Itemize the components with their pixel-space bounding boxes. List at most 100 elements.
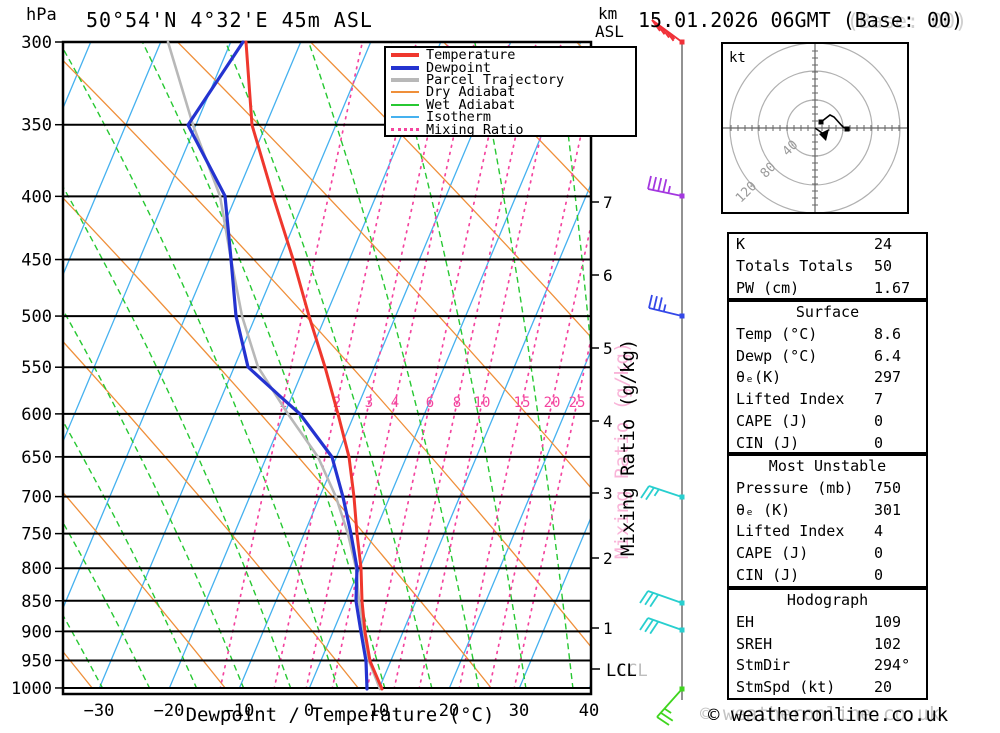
- mixing-ratio-line: [513, 335, 591, 689]
- mixing-ratio-line: [273, 42, 418, 689]
- wet-adiabat-line: [224, 42, 433, 689]
- pressure-tick-label: 400: [21, 187, 52, 207]
- legend-item: Isotherm: [386, 110, 635, 124]
- mixing-ratio-line: [488, 221, 591, 689]
- legend-item-label: Dry Adiabat: [426, 84, 516, 101]
- table-row: CAPE (J) 0: [729, 543, 926, 565]
- table-row-value: 0: [874, 433, 884, 452]
- wind-barb-tick: [639, 617, 649, 631]
- wind-barb-tick: [645, 487, 655, 501]
- temp-tick-label: 10: [369, 701, 389, 721]
- wind-barb: [651, 19, 685, 45]
- mixing-ratio-line: [305, 42, 450, 689]
- wind-barb-tick: [653, 295, 658, 310]
- run-datetime: 15.01.2026 06GMT: [638, 8, 843, 32]
- wind-barb-tick: [652, 176, 657, 191]
- table-section: Surface Temp (°C) 8.6 Dewp (°C) 6.4 θₑ(K) 297 L…: [727, 300, 928, 454]
- legend-item-label: Temperature: [426, 47, 516, 64]
- table-row-label: StmSpd (kt): [736, 678, 836, 697]
- run-base: (Base: 00): [842, 8, 964, 32]
- table-row: CIN (J) 0: [729, 433, 926, 455]
- wind-barb-tick: [649, 621, 659, 635]
- temp-tick-label: −30: [84, 701, 115, 721]
- pressure-tick-label: 950: [21, 651, 52, 671]
- legend-item-label: Wet Adiabat: [426, 96, 516, 113]
- wind-barb: [656, 686, 685, 726]
- table-row-value: 0: [874, 544, 884, 563]
- legend-line-sample: [391, 128, 419, 132]
- table-row-value: 7: [874, 390, 884, 409]
- pressure-tick-label: 450: [21, 251, 52, 271]
- table-row-label: EH: [736, 612, 755, 631]
- legend-item: Temperature: [386, 47, 635, 64]
- table-section: Hodograph EH 109 SREH 102 StmDir 294° StmSpd (k…: [727, 588, 928, 700]
- table-row-label: θₑ (K): [736, 500, 791, 519]
- dry-adiabat-line: [63, 340, 360, 689]
- table-section: K 24 Totals Totals 50 PW (cm) 1.67: [727, 232, 928, 300]
- table-row: Lifted Index 7: [729, 389, 926, 411]
- table-row-value: 4: [874, 522, 884, 541]
- parcel-trajectory-curve: [166, 40, 382, 691]
- table-row: θₑ(K) 297: [729, 367, 926, 389]
- mixing-ratio-line: [458, 85, 591, 689]
- table-row-label: Totals Totals: [736, 256, 854, 275]
- table-row-label: Dewp (°C): [736, 346, 818, 365]
- table-row-value: 24: [874, 235, 893, 253]
- table-row-label: Temp (°C): [736, 324, 818, 343]
- wind-barb-tick: [639, 590, 649, 604]
- wind-barb-tick: [657, 177, 663, 192]
- table-row-value: 294°: [874, 656, 911, 675]
- legend-item: Parcel Trajectory: [386, 71, 635, 88]
- table-row-label: Pressure (mb): [736, 478, 854, 497]
- legend-item-label: Mixing Ratio: [426, 121, 524, 138]
- wind-barb: [639, 590, 685, 608]
- mixing-ratio-line: [418, 42, 563, 689]
- table-row-value: 750: [874, 478, 902, 497]
- table-row-label: CAPE (J): [736, 411, 809, 430]
- km-tick-label: 5: [603, 339, 613, 358]
- legend-line-sample: [391, 103, 419, 106]
- pressure-tick-label: 650: [21, 448, 52, 468]
- wind-barb: [647, 175, 685, 199]
- table-row-value: 301: [874, 500, 902, 519]
- table-section-title: Most Unstable: [768, 457, 887, 475]
- mixing-ratio-line: [393, 42, 538, 689]
- wind-barb-tick: [667, 185, 671, 194]
- mixing-ratio-value-label: 20: [544, 395, 561, 411]
- legend-line-sample: [391, 116, 419, 119]
- legend-line-sample: [391, 65, 419, 70]
- pressure-tick-label: 750: [21, 525, 52, 545]
- table-row-value: 0: [874, 411, 884, 430]
- table-row: EH 109: [729, 612, 926, 634]
- wind-barb-tick: [662, 178, 668, 193]
- table-row-value: 50: [874, 256, 893, 275]
- wet-adiabat-line: [991, 42, 1000, 689]
- table-section: Most Unstable Pressure (mb) 750 θₑ (K) 301 Li…: [727, 454, 928, 588]
- table-row-value: 8.6: [874, 324, 902, 343]
- legend-line-sample: [391, 91, 419, 94]
- dry-adiabat-line: [177, 42, 591, 489]
- wind-barb-tick: [651, 19, 661, 32]
- temp-tick-label: −20: [154, 701, 185, 721]
- km-tick-label: 1: [603, 619, 613, 638]
- pressure-tick-label: 550: [21, 358, 52, 378]
- hodograph-ring-label: 80: [758, 160, 780, 182]
- wet-adiabat-line: [556, 42, 591, 356]
- wind-barb-tick: [664, 29, 675, 42]
- wind-barb-tick: [669, 32, 676, 40]
- mixing-ratio-value-label: 8: [453, 395, 461, 411]
- wind-barb-tick: [640, 485, 650, 499]
- isotherm-line: [448, 349, 591, 689]
- table-row-value: 109: [874, 612, 902, 631]
- asl-axis-unit: ASL: [595, 22, 624, 41]
- temp-tick-label: 20: [439, 701, 459, 721]
- isotherm-line: [0, 42, 21, 689]
- wind-barb-tick: [644, 619, 654, 633]
- mixing-ratio-value-label: 10: [474, 395, 491, 411]
- temperature-curve: [244, 40, 384, 691]
- isotherm-line: [63, 42, 302, 610]
- legend-item-label: Parcel Trajectory: [426, 71, 565, 88]
- hodograph-unit-label: kt: [729, 50, 746, 66]
- legend-item: Wet Adiabat: [386, 96, 635, 113]
